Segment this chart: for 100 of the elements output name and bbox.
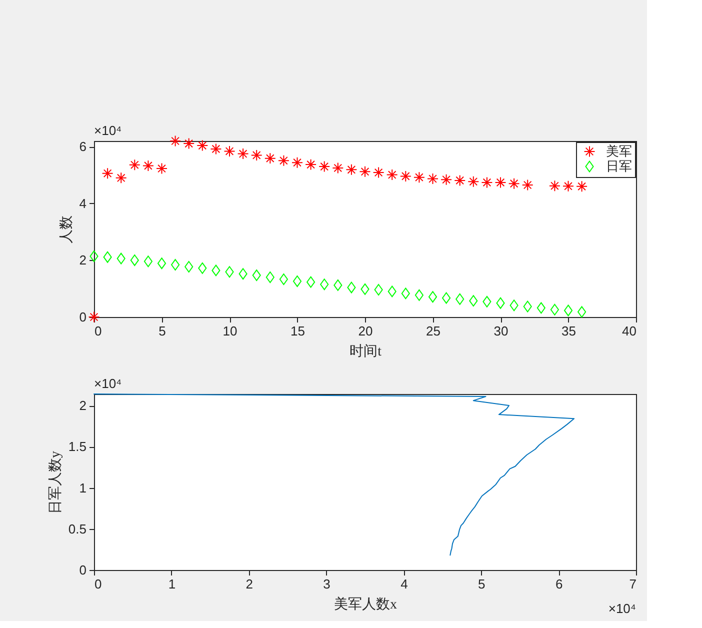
- point: [279, 274, 288, 285]
- x-tick-label: 15: [290, 324, 305, 338]
- point: [454, 174, 466, 186]
- point: [292, 275, 302, 287]
- point: [156, 162, 168, 174]
- point: [550, 304, 559, 316]
- point: [212, 264, 220, 276]
- point: [427, 173, 438, 184]
- y-tick-label: 2: [79, 398, 86, 414]
- point: [88, 311, 100, 323]
- x-tick-label: 25: [426, 324, 440, 338]
- point: [320, 278, 329, 290]
- x-axis-title: 美军人数x: [334, 596, 397, 612]
- point: [183, 138, 195, 150]
- y-tick-label: 4: [79, 196, 86, 211]
- point: [347, 282, 356, 294]
- x-axis-title: 时间t: [350, 344, 382, 360]
- point: [522, 179, 534, 191]
- text: ×10⁴: [94, 123, 122, 138]
- point: [210, 143, 222, 155]
- point: [102, 168, 114, 180]
- x-tick-label: 3: [323, 576, 330, 592]
- point: [496, 297, 505, 309]
- point: [306, 276, 316, 288]
- x-tick-label: 0: [94, 576, 102, 592]
- text: ×10⁴: [608, 601, 636, 616]
- x-tick-label: 10: [222, 324, 238, 338]
- point: [305, 158, 317, 170]
- y-tick-label: 1: [79, 480, 86, 496]
- point: [250, 149, 262, 161]
- point: [278, 154, 290, 166]
- point: [332, 162, 344, 174]
- point: [508, 178, 520, 190]
- x-tick-label: 30: [494, 324, 508, 338]
- x-tick-label: 0: [94, 324, 102, 338]
- x-tick-label: 35: [562, 324, 576, 338]
- y-axis-title: 日军人数y: [47, 451, 64, 514]
- point: [359, 166, 371, 178]
- point: [171, 259, 180, 271]
- point: [196, 140, 208, 152]
- point: [225, 266, 234, 278]
- legend-label: 日军: [606, 158, 632, 174]
- point: [157, 258, 166, 270]
- point: [237, 148, 249, 160]
- point: [562, 180, 574, 192]
- y-tick-label: 1.5: [68, 439, 86, 454]
- line-series: [94, 394, 575, 556]
- y-tick-label: 0: [79, 310, 86, 324]
- y-tick-label: 2: [79, 252, 86, 268]
- point: [292, 156, 303, 168]
- point: [252, 270, 261, 282]
- point: [523, 300, 532, 312]
- point: [440, 174, 452, 186]
- point: [334, 279, 342, 291]
- point: [90, 250, 98, 262]
- point: [346, 164, 358, 176]
- x-tick-label: 1: [168, 576, 176, 592]
- point: [360, 283, 370, 295]
- point: [224, 145, 236, 157]
- x-tick-label: 2: [246, 576, 253, 592]
- text: ×10⁴: [94, 376, 122, 391]
- point: [578, 306, 586, 318]
- point: [184, 261, 194, 272]
- point: [536, 302, 546, 314]
- point: [372, 166, 384, 178]
- point: [576, 180, 588, 192]
- point: [198, 262, 207, 274]
- point: [428, 291, 438, 303]
- x-tick-label: 20: [358, 324, 373, 338]
- point: [374, 284, 383, 296]
- point: [238, 268, 248, 280]
- point: [510, 300, 518, 312]
- point: [469, 295, 478, 307]
- point: [115, 172, 127, 184]
- point: [413, 172, 425, 184]
- point: [442, 292, 451, 304]
- x-tick-label: 5: [158, 324, 166, 338]
- point: [548, 180, 560, 192]
- point: [144, 256, 152, 268]
- x-tick-label: 7: [629, 576, 636, 592]
- point: [481, 176, 493, 188]
- point: [264, 152, 276, 164]
- point: [388, 286, 396, 298]
- point: [400, 170, 412, 182]
- point: [103, 251, 112, 263]
- point: [386, 169, 398, 181]
- y-tick-label: 0.5: [68, 521, 86, 536]
- x-tick-label: 6: [555, 576, 563, 592]
- y-axis-title: 人数: [58, 216, 74, 244]
- point: [494, 176, 506, 188]
- point: [414, 289, 424, 301]
- point: [564, 304, 573, 316]
- point: [266, 272, 274, 283]
- point: [456, 293, 464, 305]
- point: [401, 288, 410, 300]
- x-tick-label: 40: [622, 324, 636, 338]
- point: [318, 160, 330, 172]
- point: [130, 254, 139, 266]
- point: [482, 296, 492, 308]
- point: [468, 176, 480, 188]
